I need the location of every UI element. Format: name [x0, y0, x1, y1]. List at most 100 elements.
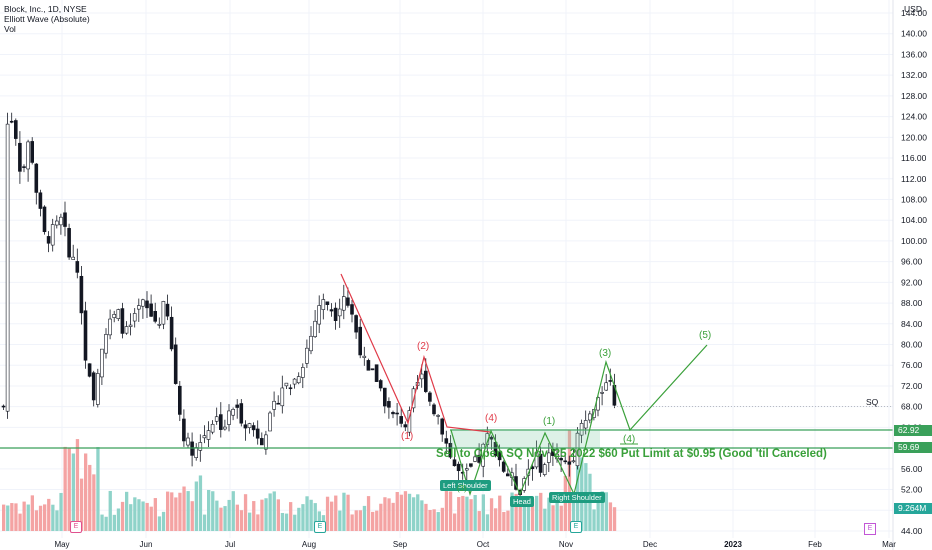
y-tick-label: 56.00 — [901, 464, 923, 474]
earnings-marker-future[interactable]: E — [864, 523, 876, 535]
candle-body — [141, 299, 145, 307]
y-tick-label: 132.00 — [901, 70, 927, 80]
y-tick-label: 136.00 — [901, 49, 927, 59]
candle-body — [210, 423, 215, 433]
x-tick-label: Jul — [225, 540, 235, 549]
candle-body — [173, 344, 178, 384]
head-label[interactable]: Head — [510, 496, 534, 507]
candle-body — [227, 410, 231, 425]
volume-bar — [518, 499, 522, 531]
candle-body — [112, 314, 116, 318]
price-tag-upper: 62.92 — [894, 425, 932, 436]
volume-bar — [133, 497, 137, 531]
overlays — [0, 273, 893, 496]
x-tick-label: Aug — [302, 540, 316, 549]
candle-body — [419, 373, 424, 380]
volume-bar — [485, 514, 490, 531]
volume-bar — [498, 495, 502, 531]
wave-5-green[interactable]: (5) — [699, 330, 712, 341]
elliott-wave-green — [450, 344, 708, 496]
earnings-marker-may[interactable]: E — [70, 521, 82, 533]
volume-bar — [51, 504, 55, 531]
candle-body — [259, 438, 264, 446]
candle-body — [169, 316, 174, 350]
candle-body — [382, 387, 387, 407]
indicator-elliott-label[interactable]: Elliott Wave (Absolute) — [4, 14, 90, 24]
volume-bar — [383, 497, 387, 531]
wave-3-green[interactable]: (3) — [599, 348, 612, 359]
wave-2-red[interactable]: (2) — [417, 341, 430, 352]
volume-bar — [371, 511, 375, 531]
volume-bar — [354, 510, 358, 531]
candle-body — [67, 228, 71, 258]
volume-bar — [112, 514, 116, 531]
volume-bar — [309, 499, 313, 531]
candle-body — [325, 301, 330, 305]
candle-body — [149, 303, 153, 317]
x-tick-label: Jun — [140, 540, 153, 549]
candle-body — [579, 423, 584, 436]
candle-body — [157, 323, 162, 326]
candle-body — [559, 458, 563, 461]
candle-body — [448, 442, 453, 458]
volume-bar — [280, 512, 285, 531]
y-tick-label: 68.00 — [901, 402, 923, 412]
volume-bar — [432, 509, 436, 531]
volume-bar — [186, 491, 190, 531]
volume-bar — [424, 503, 428, 531]
candle-body — [96, 373, 100, 405]
candle-body — [313, 320, 317, 337]
wave-1-green[interactable]: (1) — [543, 416, 556, 427]
earnings-marker-nov[interactable]: E — [570, 521, 582, 533]
volume-bar — [391, 502, 395, 531]
volume-bar — [198, 475, 203, 531]
volume-bar — [34, 510, 39, 531]
volume-bar — [157, 516, 162, 531]
candle-body — [444, 438, 449, 444]
y-tick-label: 128.00 — [901, 91, 927, 101]
right-shoulder-label[interactable]: Right Shoulder — [549, 492, 605, 503]
candle-body — [456, 463, 461, 472]
candle-body — [370, 368, 375, 371]
y-tick-label: 120.00 — [901, 132, 927, 142]
candle-body — [18, 142, 22, 172]
earnings-marker-aug[interactable]: E — [314, 521, 326, 533]
candle-body — [219, 414, 223, 430]
candle-body — [108, 318, 112, 336]
wave-3-small[interactable]: (3) — [457, 484, 467, 493]
left-shoulder-label[interactable]: Left Shoulder — [440, 480, 491, 491]
candle-body — [71, 256, 75, 260]
candle-body — [489, 436, 494, 440]
candle-body — [300, 367, 305, 378]
y-tick-label: 80.00 — [901, 340, 923, 350]
candle-body — [79, 275, 84, 314]
volume-bar — [178, 492, 182, 531]
wave-4-red[interactable]: (4) — [485, 413, 498, 424]
candle-body — [387, 401, 391, 408]
candle-body — [104, 334, 108, 354]
candle-body — [214, 416, 219, 422]
candle-body — [432, 404, 436, 415]
order-annotation[interactable]: Sell to Open SQ Nov '25 2022 $60 Put Lim… — [436, 448, 827, 460]
candle-body — [567, 461, 572, 465]
indicator-volume-label[interactable]: Vol — [4, 24, 16, 34]
volume-bar — [379, 503, 383, 531]
candle-body — [63, 212, 67, 227]
volume-bar — [338, 510, 342, 531]
currency-label[interactable]: USD — [904, 4, 922, 14]
volume-bar — [141, 501, 145, 531]
volume-bar — [289, 502, 293, 531]
candle-body — [50, 224, 55, 246]
volume-bar — [330, 501, 334, 531]
y-tick-label: 140.00 — [901, 29, 927, 39]
volume-bar — [272, 491, 276, 531]
y-tick-label: 96.00 — [901, 257, 923, 267]
candle-body — [145, 300, 149, 309]
volume-bar — [313, 503, 317, 531]
candle-body — [223, 426, 227, 430]
volume-bar — [137, 499, 141, 531]
wave-1-red[interactable]: (1) — [401, 431, 414, 442]
candle-body — [46, 236, 51, 244]
wave-4-green[interactable]: (4) — [623, 434, 636, 445]
